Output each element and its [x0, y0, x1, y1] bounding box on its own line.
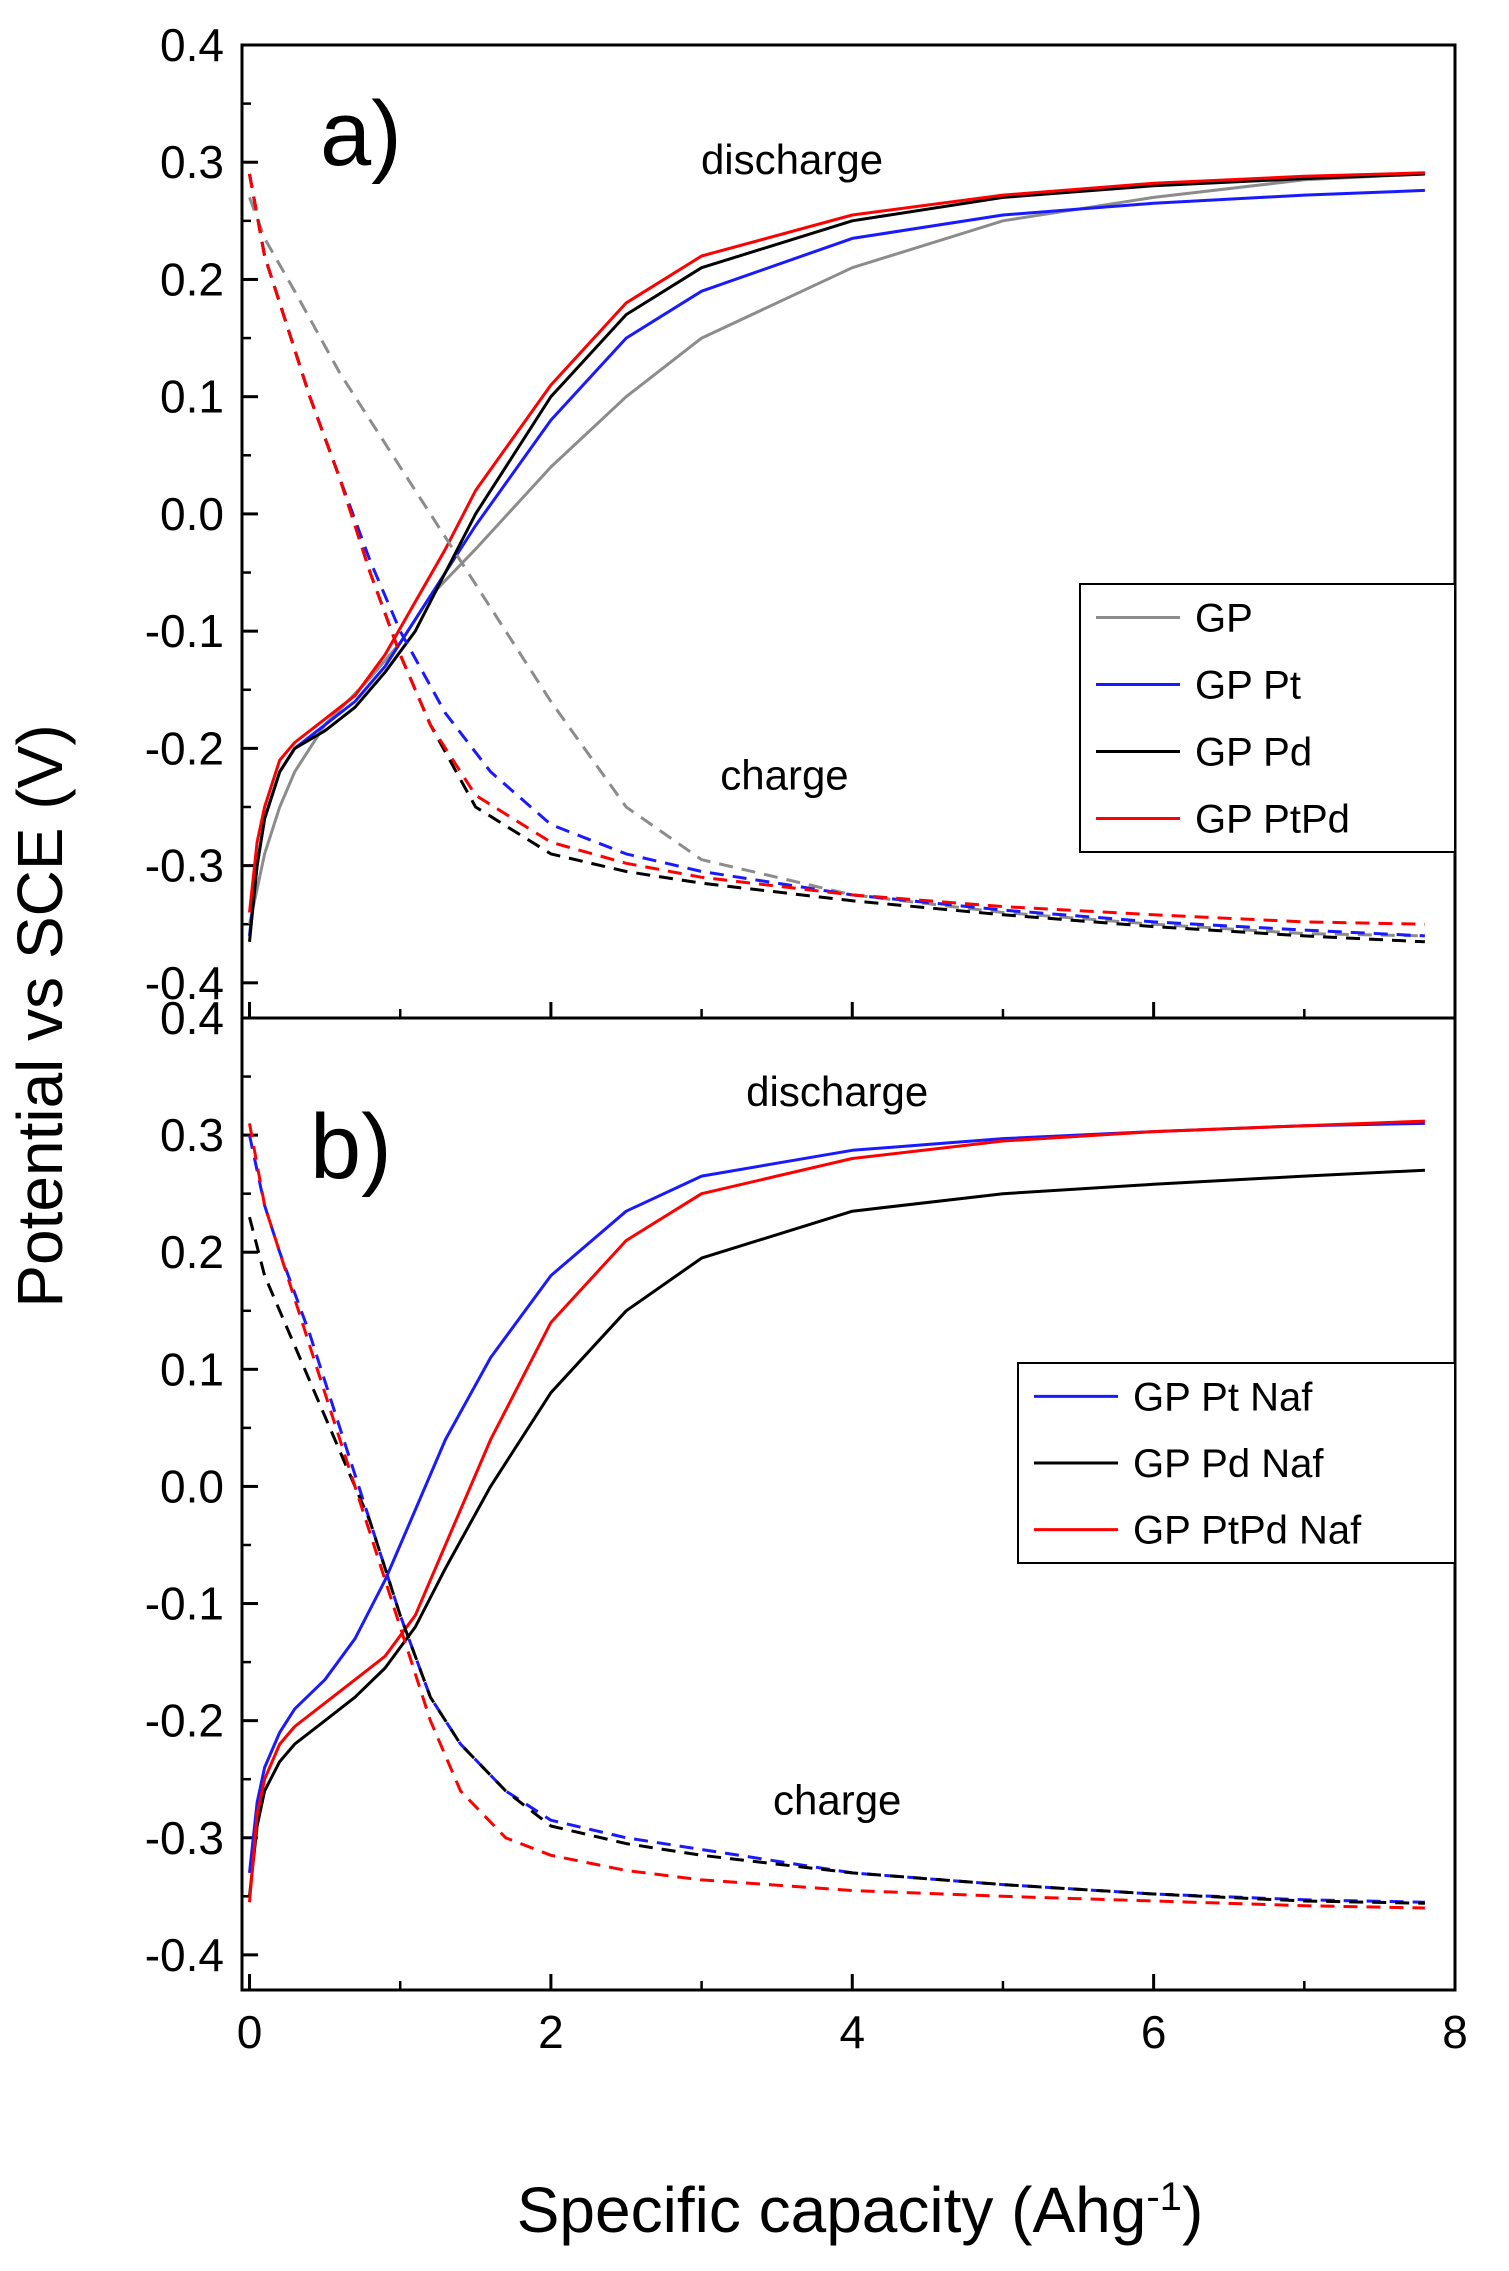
x-tick-label: 2 [538, 2006, 564, 2058]
y-tick-label: -0.2 [145, 722, 224, 774]
charge-curve-pd [248, 173, 1425, 944]
legend-label: GP [1195, 597, 1253, 641]
y-tick-label: -0.4 [145, 1929, 224, 1981]
y-tick-label: 0.3 [160, 1109, 224, 1161]
y-tick-label: -0.3 [145, 840, 224, 892]
y-tick-label: 0.3 [160, 136, 224, 188]
y-tick-label: 0.4 [160, 19, 224, 71]
discharge-curve-ptpd [248, 1119, 1425, 1903]
legend: GP GP Pt GP Pd GP PtPd [1079, 583, 1456, 853]
legend: GP Pt Naf GP Pd Naf GP PtPd Naf [1017, 1362, 1456, 1564]
y-tick-label: 0.2 [160, 1226, 224, 1278]
y-tick-label: 0.1 [160, 371, 224, 423]
y-tick-label: 0.4 [160, 992, 224, 1044]
x-axis-title-sup: -1 [1146, 2175, 1182, 2219]
y-tick-label: -0.1 [145, 1578, 224, 1630]
charge-curve-pt [248, 173, 1425, 938]
annotation-discharge: discharge [746, 1068, 928, 1115]
legend-label: GP Pd [1195, 731, 1312, 775]
discharge-curve-pt [248, 1121, 1425, 1874]
y-tick-label: -0.3 [145, 1812, 224, 1864]
x-tick-label: 8 [1442, 2006, 1468, 2058]
y-tick-label: 0.2 [160, 253, 224, 305]
legend-box [1079, 583, 1456, 853]
x-tick-label: 4 [839, 2006, 865, 2058]
y-tick-label: 0.0 [160, 488, 224, 540]
x-axis-title-end: ) [1182, 2174, 1203, 2246]
legend-label: GP PtPd Naf [1133, 1509, 1362, 1553]
discharge-curve-gp [248, 172, 1425, 925]
discharge-curve-pd [248, 172, 1425, 942]
charge-curve-pd [248, 1216, 1425, 1905]
panel-a: 0.4 0.3 0.2 0.1 0.0 -0.1 -0.2 -0.3 -0.4 a) dischar… [145, 19, 1457, 1020]
charge-curve-gp [248, 196, 1425, 938]
discharge-curve-ptpd [248, 171, 1425, 913]
x-axis-title: Specific capacity (Ahg-1) [517, 2174, 1204, 2246]
plot-frame [240, 43, 1457, 1020]
annotation-discharge: discharge [701, 136, 883, 183]
discharge-curve-pd [248, 1168, 1425, 1897]
charge-curve-ptpd [248, 1123, 1425, 1910]
annotation-charge: charge [773, 1776, 901, 1823]
x-tick-label: 6 [1141, 2006, 1167, 2058]
y-tick-label: -0.1 [145, 605, 224, 657]
y-tick-label: -0.2 [145, 1695, 224, 1747]
x-tick-label: 0 [237, 2006, 263, 2058]
legend-label: GP PtPd [1195, 798, 1350, 842]
panel-b: 0.4 0.3 0.2 0.1 0.0 -0.1 -0.2 -0.3 -0.40 2 4 6 8 b) di… [145, 992, 1468, 2058]
annotation-charge: charge [720, 751, 848, 798]
legend-label: GP Pt [1195, 664, 1301, 708]
y-tick-label: 0.1 [160, 1343, 224, 1395]
legend-label: GP Pd Naf [1133, 1442, 1324, 1486]
panel-label: b) [310, 1096, 392, 1198]
legend-label: GP Pt Naf [1133, 1375, 1313, 1419]
y-tick-label: -0.4 [145, 957, 224, 1009]
panel-label: a) [320, 83, 402, 185]
x-axis-title-main: Specific capacity (Ahg [517, 2174, 1147, 2246]
y-tick-label: 0.0 [160, 1460, 224, 1512]
y-axis-title: Potential vs SCE (V) [4, 724, 76, 1307]
